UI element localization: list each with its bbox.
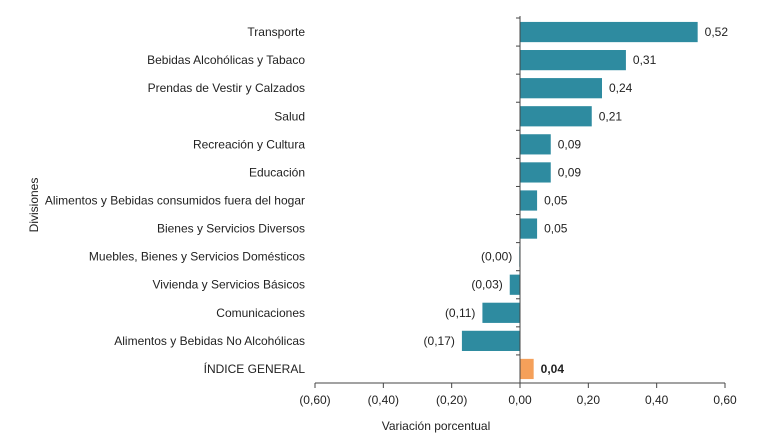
x-tick-label: (0,20) [436, 393, 467, 407]
data-label: 0,05 [544, 222, 568, 236]
bar [520, 190, 538, 211]
category-label: Transporte [247, 25, 305, 39]
x-tick-label: 0,20 [577, 393, 601, 407]
data-label: 0,52 [705, 25, 729, 39]
data-label: 0,21 [599, 109, 623, 123]
bar [520, 218, 538, 239]
bar-highlight [520, 358, 534, 380]
x-tick-label: (0,60) [299, 393, 330, 407]
bar [509, 274, 520, 295]
x-tick-label: (0,40) [368, 393, 399, 407]
bar [520, 106, 592, 127]
bar [520, 21, 698, 43]
data-label: (0,11) [445, 306, 475, 320]
category-label: Muebles, Bienes y Servicios Domésticos [89, 250, 305, 264]
data-label: 0,09 [558, 165, 582, 179]
data-label: (0,03) [471, 278, 502, 292]
bar [520, 134, 551, 155]
bar [520, 162, 551, 183]
x-tick-label: 0,60 [713, 393, 737, 407]
axes [314, 16, 726, 388]
bar [520, 50, 626, 71]
category-label: Recreación y Cultura [193, 137, 305, 151]
bar [461, 330, 520, 351]
bars [461, 21, 698, 380]
bar [482, 302, 520, 323]
category-label: Prendas de Vestir y Calzados [148, 81, 305, 95]
category-label: Comunicaciones [216, 306, 305, 320]
category-labels: Transporte Bebidas Alcohólicas y Tabaco Pr… [45, 25, 305, 376]
data-label: 0,04 [541, 362, 565, 376]
data-label: 0,09 [558, 137, 582, 151]
x-tick-label: 0,00 [508, 393, 532, 407]
category-label: Alimentos y Bebidas No Alcohólicas [114, 334, 305, 348]
data-label: (0,17) [424, 334, 455, 348]
value-labels: 0,52 0,310,24 0,21 0,09 0,09 0,05 0,05 (0,00) (0… [424, 25, 729, 376]
category-label: ÍNDICE GENERAL [204, 361, 306, 376]
data-label: (0,00) [481, 250, 512, 264]
x-axis-label: Variación porcentual [382, 419, 491, 433]
category-label: Bebidas Alcohólicas y Tabaco [147, 53, 305, 67]
data-label: 0,05 [544, 194, 568, 208]
category-label: Alimentos y Bebidas consumidos fuera del… [45, 194, 305, 208]
y-axis-label: Divisiones [27, 178, 41, 233]
category-label: Bienes y Servicios Diversos [157, 222, 305, 236]
bar [520, 78, 602, 99]
x-tick-label: 0,40 [645, 393, 669, 407]
category-label: Salud [274, 109, 305, 123]
x-tick-labels: (0,60) (0,40) (0,20) 0,00 0,20 0,40 0,60 [299, 393, 737, 407]
data-label: 0,31 [633, 53, 657, 67]
data-label: 0,24 [609, 81, 633, 95]
category-label: Educación [249, 165, 305, 179]
category-label: Vivienda y Servicios Básicos [152, 278, 305, 292]
